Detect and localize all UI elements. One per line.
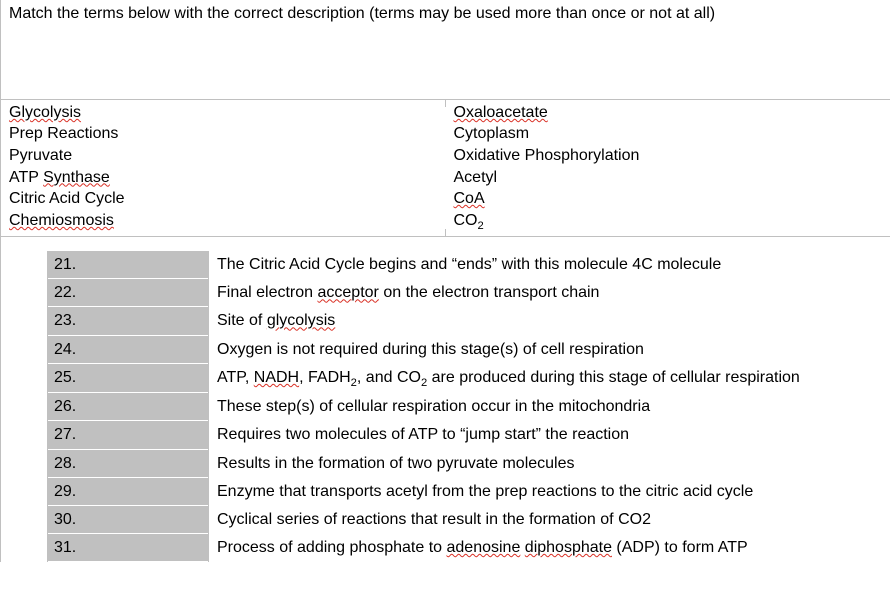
question-number-cell[interactable]: 26.: [48, 393, 208, 421]
term-item: Chemiosmosis: [9, 210, 446, 232]
instruction-text: Match the terms below with the correct d…: [1, 0, 890, 29]
question-number-cell[interactable]: 29.: [48, 478, 208, 506]
question-row: 24.Oxygen is not required during this st…: [48, 336, 890, 364]
question-row: 22.Final electron acceptor on the electr…: [48, 279, 890, 307]
term-item: CoA: [454, 188, 890, 210]
question-description: ATP, NADH, FADH2, and CO2 are produced d…: [208, 364, 890, 393]
question-number-cell[interactable]: 27.: [48, 421, 208, 449]
term-item: Acetyl: [454, 167, 890, 189]
question-row: 30.Cyclical series of reactions that res…: [48, 506, 890, 534]
question-row: 29.Enzyme that transports acetyl from th…: [48, 478, 890, 506]
question-description: Oxygen is not required during this stage…: [208, 336, 890, 364]
question-number-cell[interactable]: 24.: [48, 336, 208, 364]
question-description: Results in the formation of two pyruvate…: [208, 450, 890, 478]
question-description: The Citric Acid Cycle begins and “ends” …: [208, 251, 890, 279]
question-row: 27.Requires two molecules of ATP to “jum…: [48, 421, 890, 449]
terms-box: GlycolysisPrep ReactionsPyruvateATP Synt…: [1, 99, 890, 237]
worksheet-page: Match the terms below with the correct d…: [0, 0, 890, 562]
question-number-cell[interactable]: 30.: [48, 506, 208, 534]
question-row: 31.Process of adding phosphate to adenos…: [48, 534, 890, 562]
term-item: Prep Reactions: [9, 123, 446, 145]
question-number-cell[interactable]: 28.: [48, 450, 208, 478]
question-number-cell[interactable]: 23.: [48, 307, 208, 335]
term-item: Oxaloacetate: [454, 102, 890, 124]
term-item: Citric Acid Cycle: [9, 188, 446, 210]
questions-table: 21.The Citric Acid Cycle begins and “end…: [47, 251, 890, 562]
term-item: Cytoplasm: [454, 123, 890, 145]
question-description: Cyclical series of reactions that result…: [208, 506, 890, 534]
question-row: 28.Results in the formation of two pyruv…: [48, 450, 890, 478]
question-row: 21.The Citric Acid Cycle begins and “end…: [48, 251, 890, 279]
term-item: CO2: [454, 210, 890, 234]
terms-column-left: GlycolysisPrep ReactionsPyruvateATP Synt…: [1, 100, 446, 236]
question-description: Site of glycolysis: [208, 307, 890, 335]
question-row: 25.ATP, NADH, FADH2, and CO2 are produce…: [48, 364, 890, 393]
term-item: Oxidative Phosphorylation: [454, 145, 890, 167]
question-row: 26.These step(s) of cellular respiration…: [48, 393, 890, 421]
question-description: Enzyme that transports acetyl from the p…: [208, 478, 890, 506]
term-item: ATP Synthase: [9, 167, 446, 189]
question-number-cell[interactable]: 22.: [48, 279, 208, 307]
term-item: Glycolysis: [9, 102, 446, 124]
term-item: Pyruvate: [9, 145, 446, 167]
question-number-cell[interactable]: 21.: [48, 251, 208, 279]
question-number-cell[interactable]: 25.: [48, 364, 208, 393]
question-row: 23.Site of glycolysis: [48, 307, 890, 335]
question-description: These step(s) of cellular respiration oc…: [208, 393, 890, 421]
question-description: Process of adding phosphate to adenosine…: [208, 534, 890, 562]
question-description: Final electron acceptor on the electron …: [208, 279, 890, 307]
question-description: Requires two molecules of ATP to “jump s…: [208, 421, 890, 449]
question-number-cell[interactable]: 31.: [48, 534, 208, 562]
terms-column-right: OxaloacetateCytoplasmOxidative Phosphory…: [446, 100, 890, 236]
